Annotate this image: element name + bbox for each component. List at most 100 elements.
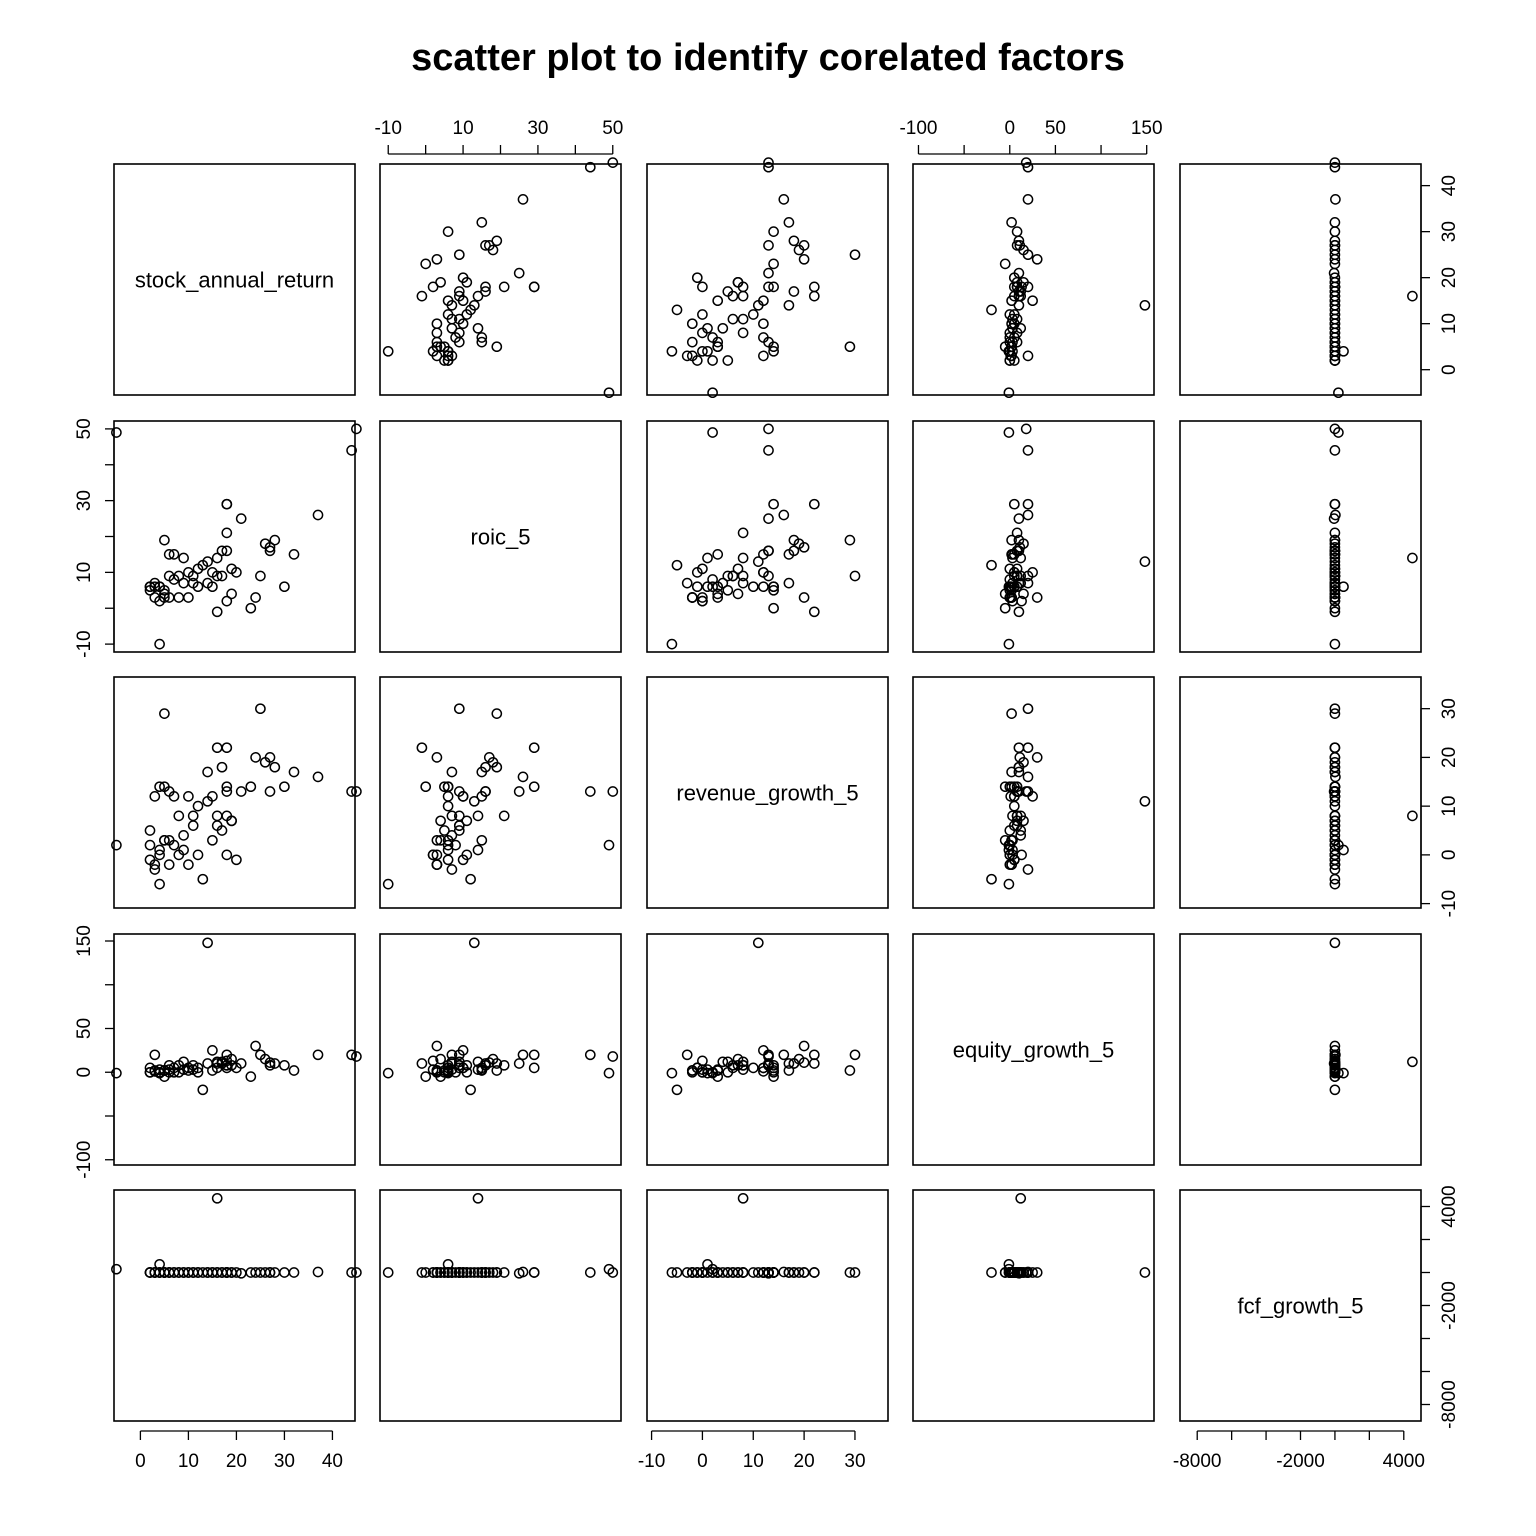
point-r2-c0-4 [288, 766, 300, 778]
point-r1-c2-23 [722, 570, 734, 582]
point-r3-c1-19 [528, 1062, 540, 1074]
x-tick-label-revenue_growth_5: 30 [844, 1451, 865, 1472]
panel-4-2 [646, 1189, 889, 1422]
point-r4-c2-49 [712, 1267, 724, 1278]
point-r0-c2-50 [844, 341, 856, 353]
point-r3-c2-34 [737, 1064, 749, 1075]
point-r2-c0-33 [192, 849, 204, 861]
point-r3-c0-2 [346, 1049, 357, 1061]
point-r4-c3-27 [1027, 1267, 1038, 1278]
point-r1-c4-7 [1329, 541, 1341, 553]
point-r0-c3-1 [1020, 157, 1032, 168]
point-r3-c0-4 [288, 1065, 300, 1076]
point-r3-c1-29 [468, 937, 480, 949]
point-r0-c3-3 [1022, 194, 1034, 205]
x-tick-label-equity_growth_5: 50 [1045, 118, 1066, 139]
y-tick-label-stock_annual_return: 40 [1439, 175, 1460, 196]
y-tick-label-stock_annual_return: 20 [1439, 267, 1460, 288]
point-r0-c1-6 [491, 235, 503, 247]
x-tick-label-fcf_growth_5: -8000 [1173, 1451, 1222, 1472]
point-r4-c2-32 [747, 1267, 759, 1278]
point-r2-c3-53 [1003, 878, 1015, 890]
point-r2-c3-39 [1015, 830, 1027, 841]
point-r3-c2-35 [727, 1059, 739, 1071]
variable-label-stock_annual_return: stock_annual_return [135, 268, 334, 293]
point-r3-c1-13 [513, 1058, 525, 1069]
point-r2-c1-39 [446, 830, 458, 841]
point-r4-c2-16 [732, 1267, 744, 1278]
point-r2-c0-0 [111, 839, 122, 851]
point-r1-c2-60 [707, 581, 718, 593]
point-r2-c0-53 [154, 878, 165, 890]
y-tick-label-stock_annual_return: 10 [1439, 313, 1460, 334]
point-r4-c3-60 [1004, 1267, 1016, 1278]
panel-2-3 [912, 676, 1155, 909]
point-r1-c4-59 [1329, 584, 1341, 596]
x-tick-label-revenue_growth_5: 10 [743, 1451, 764, 1472]
point-r1-c2-58 [691, 581, 703, 593]
point-r1-c0-26 [211, 552, 223, 564]
x-tick-label-roic_5: -10 [374, 118, 401, 139]
point-r1-c2-38 [702, 552, 713, 564]
point-r4-c1-12 [420, 1267, 432, 1278]
point-r2-c3-60 [1004, 839, 1016, 851]
point-r4-c1-2 [584, 1267, 596, 1278]
point-r2-c0-56 [149, 864, 161, 875]
point-r0-c2-25 [727, 290, 739, 302]
point-r4-c1-7 [483, 1267, 495, 1278]
point-r4-c1-22 [480, 1267, 491, 1278]
x-tick-label-stock_annual_return: 40 [322, 1451, 343, 1472]
point-r0-c2-28 [712, 295, 724, 307]
point-r1-c2-48 [768, 584, 779, 596]
point-r3-c1-59 [439, 1066, 450, 1078]
point-r2-c1-57 [431, 859, 443, 870]
point-r1-c2-33 [697, 563, 708, 575]
point-r4-c2-58 [691, 1267, 703, 1278]
point-r3-c4-27 [1329, 1045, 1341, 1056]
y-tick-label-revenue_growth_5: 20 [1439, 747, 1460, 768]
point-r1-c2-43 [707, 574, 718, 585]
point-r2-c0-26 [211, 810, 223, 822]
point-r3-c2-55 [758, 1066, 769, 1077]
point-r2-c4-30 [1329, 766, 1341, 778]
point-r2-c1-55 [442, 791, 454, 802]
point-r3-c2-50 [844, 1065, 856, 1076]
point-r0-c1-60 [442, 355, 454, 366]
panel-0-0 [113, 163, 356, 396]
y-tick-label-fcf_growth_5: -2000 [1439, 1281, 1460, 1330]
point-r1-c2-52 [768, 581, 779, 593]
point-r4-c2-53 [666, 1267, 678, 1278]
point-r3-c1-0 [603, 1067, 615, 1079]
point-r1-c3-21 [1011, 527, 1023, 539]
point-r1-c4-57 [1329, 592, 1341, 603]
point-r1-c0-39 [178, 577, 189, 589]
point-r1-c2-59 [722, 584, 734, 596]
point-r3-c0-31 [197, 1084, 209, 1096]
panel-3-3 [912, 933, 1155, 1166]
point-r0-c2-51 [697, 345, 708, 357]
point-r1-c3-18 [1022, 498, 1034, 510]
point-r1-c0-46 [163, 570, 175, 582]
point-r2-c3-56 [1022, 864, 1034, 875]
point-r4-c0-26 [211, 1192, 223, 1204]
point-r4-c2-30 [783, 1267, 795, 1278]
point-r2-c0-24 [211, 742, 223, 754]
point-r1-c0-37 [183, 567, 194, 578]
y-tick-label-revenue_growth_5: 10 [1439, 796, 1460, 817]
point-r3-c0-10 [255, 1049, 266, 1061]
y-tick-label-roic_5: 30 [74, 490, 95, 511]
point-r2-c0-45 [163, 834, 175, 846]
point-r2-c3-3 [1022, 771, 1034, 783]
point-r0-c2-5 [768, 226, 779, 237]
point-r1-c3-45 [1007, 549, 1018, 560]
point-r0-c1-3 [517, 194, 529, 205]
point-r0-c2-31 [671, 304, 683, 316]
point-r1-c2-50 [844, 534, 856, 546]
point-r4-c1-46 [453, 1267, 465, 1278]
x-tick-label-stock_annual_return: 20 [226, 1451, 247, 1472]
point-r4-c3-46 [1011, 1267, 1023, 1278]
panel-3-4 [1179, 933, 1422, 1166]
point-r2-c0-59 [144, 825, 156, 836]
point-r1-c2-34 [737, 577, 749, 589]
point-r1-c4-53 [1329, 638, 1341, 650]
